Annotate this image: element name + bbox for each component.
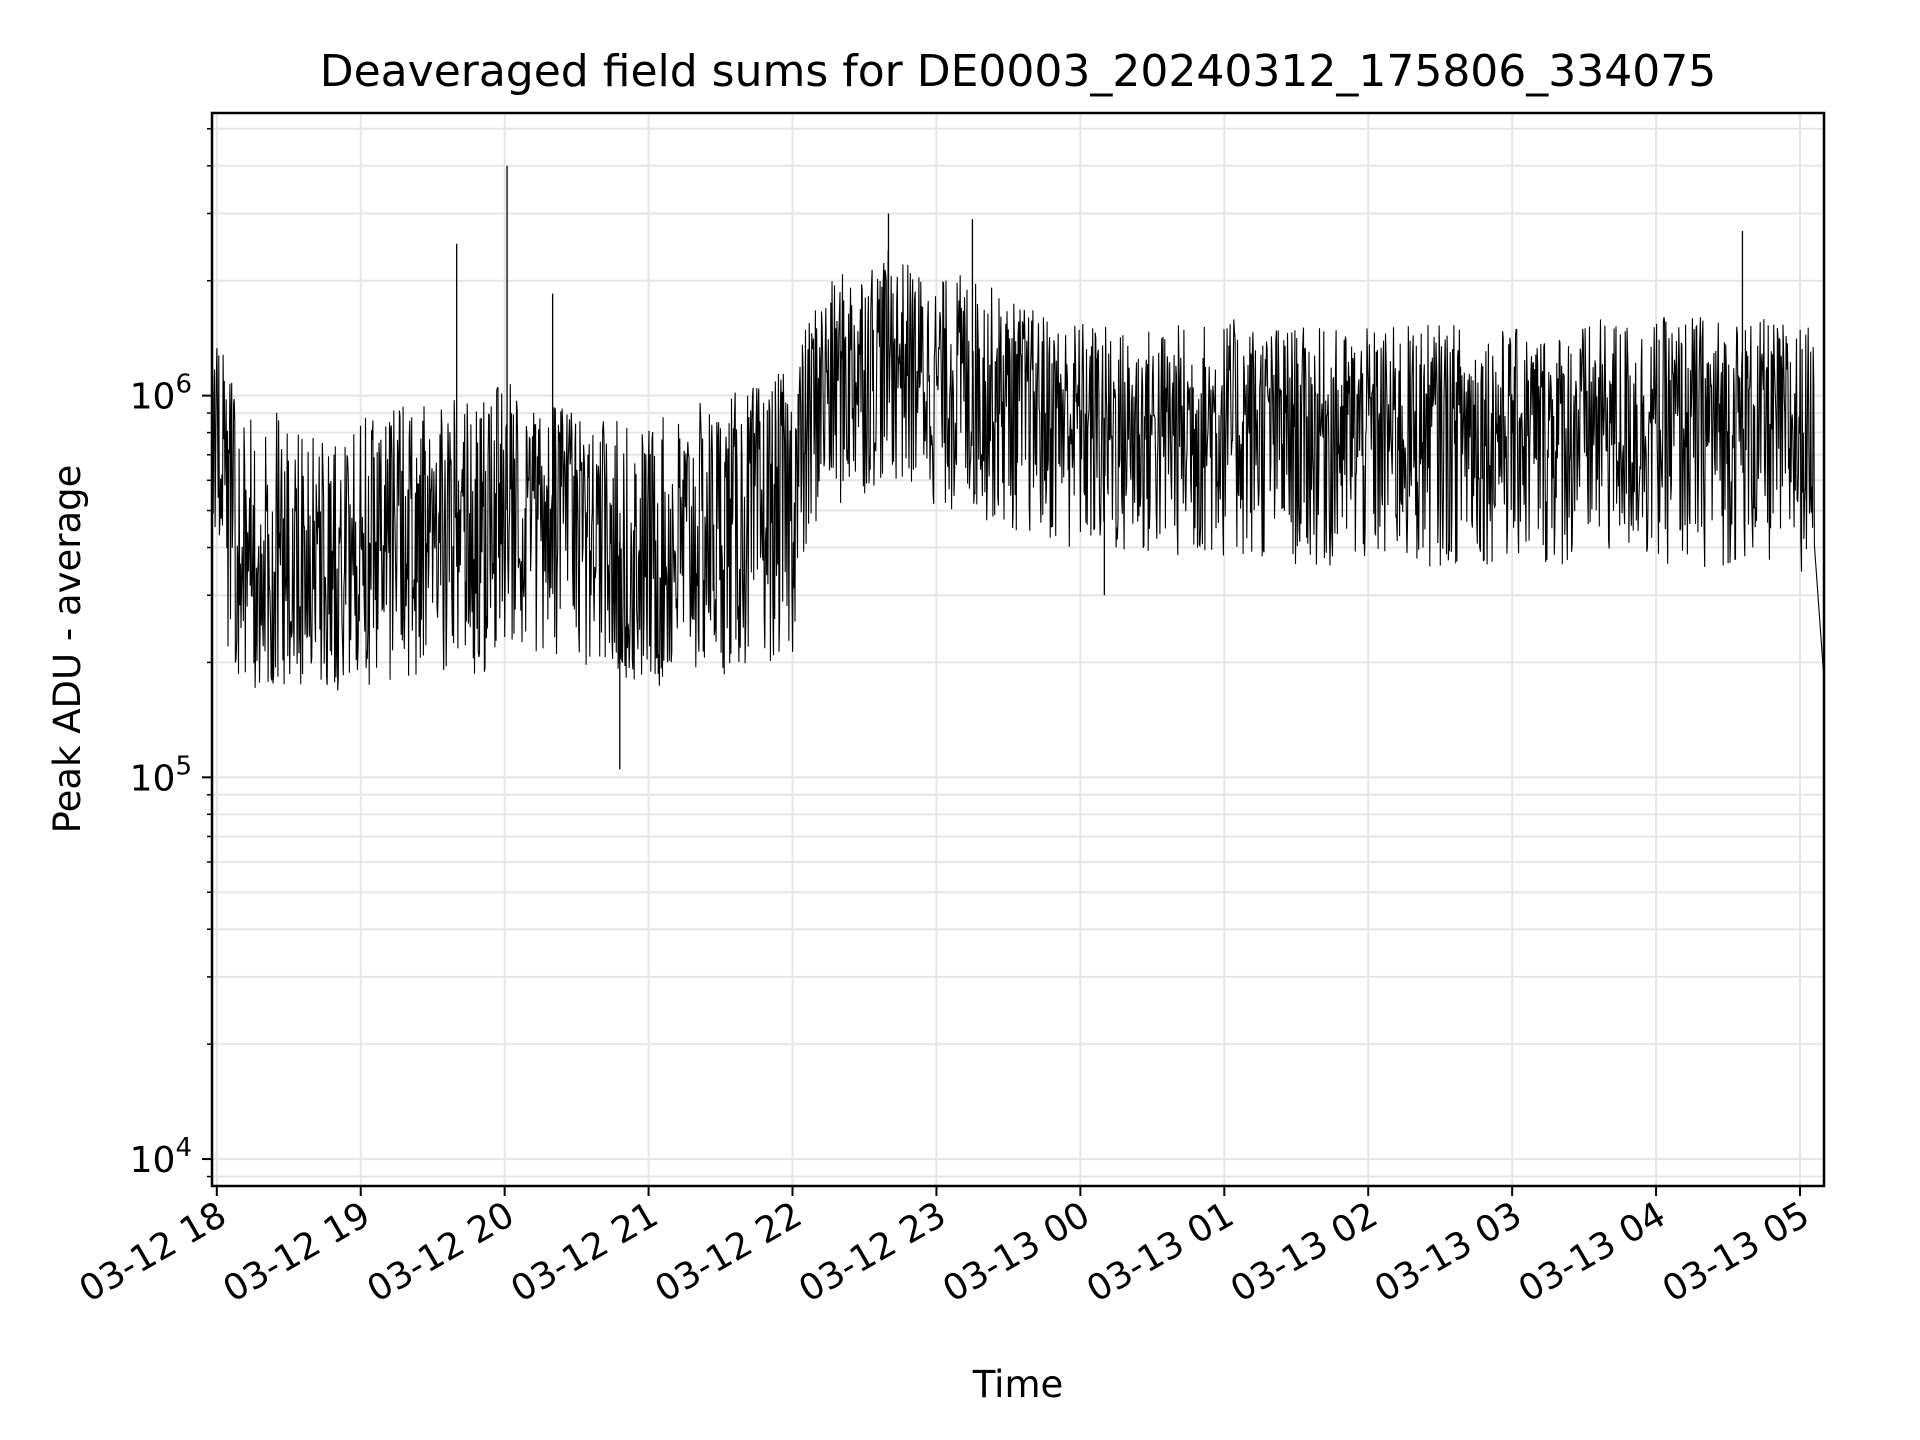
y-tick-label: 106 — [130, 370, 192, 418]
series-line-group — [211, 165, 1825, 770]
chart-title: Deaveraged field sums for DE0003_2024031… — [320, 46, 1717, 97]
y-tick-label-base: 10 — [130, 1140, 176, 1181]
y-tick-label-exponent: 5 — [175, 751, 192, 781]
y-tick-label-exponent: 6 — [175, 370, 192, 400]
series-line — [211, 250, 1825, 691]
grid-lines — [212, 113, 1824, 1186]
plot-frame — [210, 111, 1826, 1188]
y-axis-label: Peak ADU - average — [46, 465, 89, 834]
y-tick-label: 104 — [130, 1133, 192, 1181]
y-tick-label-base: 10 — [130, 758, 176, 799]
x-axis-label: Time — [972, 1363, 1064, 1406]
y-tick-label: 105 — [130, 751, 192, 799]
y-tick-label-base: 10 — [130, 377, 176, 418]
y-tick-label-exponent: 4 — [175, 1133, 192, 1163]
